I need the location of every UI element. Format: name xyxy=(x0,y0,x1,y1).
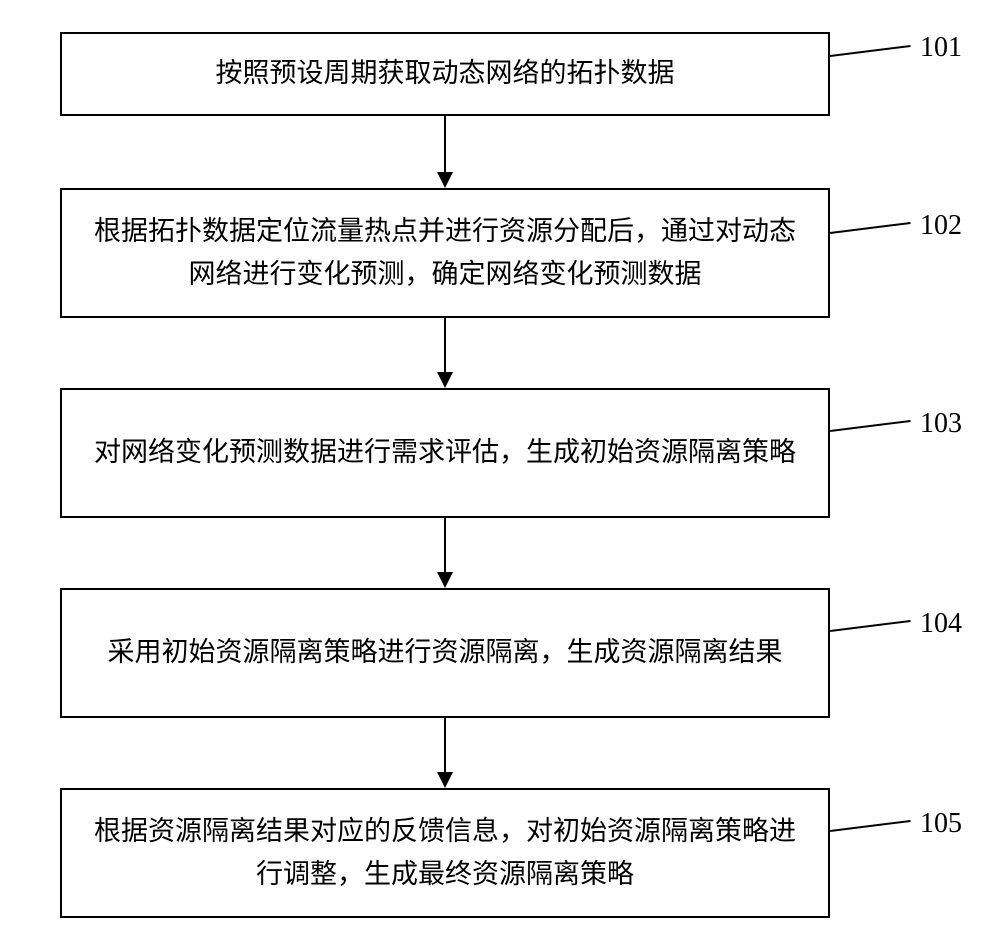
step-label-n3: 103 xyxy=(920,408,962,440)
lead-line xyxy=(830,820,910,832)
flow-node-n4: 采用初始资源隔离策略进行资源隔离，生成资源隔离结果 xyxy=(60,588,830,718)
flow-node-n5: 根据资源隔离结果对应的反馈信息，对初始资源隔离策略进行调整，生成最终资源隔离策略 xyxy=(60,788,830,918)
flow-arrow xyxy=(430,318,460,388)
flow-arrow xyxy=(430,518,460,588)
step-label-n4: 104 xyxy=(920,608,962,640)
flow-node-n1: 按照预设周期获取动态网络的拓扑数据 xyxy=(60,32,830,116)
flow-node-n3: 对网络变化预测数据进行需求评估，生成初始资源隔离策略 xyxy=(60,388,830,518)
flow-node-text: 根据资源隔离结果对应的反馈信息，对初始资源隔离策略进行调整，生成最终资源隔离策略 xyxy=(82,810,808,896)
flow-node-text: 按照预设周期获取动态网络的拓扑数据 xyxy=(216,52,675,95)
lead-line xyxy=(830,420,910,432)
lead-line xyxy=(830,222,910,234)
step-label-n2: 102 xyxy=(920,210,962,242)
lead-line xyxy=(830,45,910,57)
lead-line xyxy=(830,620,910,632)
flow-arrow xyxy=(430,718,460,788)
flowchart-canvas: 按照预设周期获取动态网络的拓扑数据 101 根据拓扑数据定位流量热点并进行资源分配后… xyxy=(0,0,1000,948)
flow-node-text: 对网络变化预测数据进行需求评估，生成初始资源隔离策略 xyxy=(94,431,796,474)
step-label-n1: 101 xyxy=(920,32,962,64)
flow-node-text: 采用初始资源隔离策略进行资源隔离，生成资源隔离结果 xyxy=(108,631,783,674)
flow-node-n2: 根据拓扑数据定位流量热点并进行资源分配后，通过对动态网络进行变化预测，确定网络变… xyxy=(60,188,830,318)
flow-node-text: 根据拓扑数据定位流量热点并进行资源分配后，通过对动态网络进行变化预测，确定网络变… xyxy=(82,210,808,296)
step-label-n5: 105 xyxy=(920,808,962,840)
flow-arrow xyxy=(430,116,460,188)
